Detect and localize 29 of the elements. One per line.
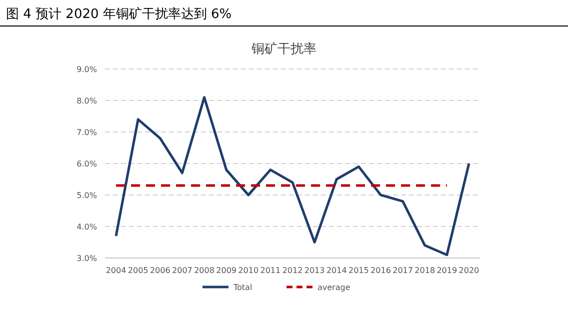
x-tick-label: 2017 [392,266,413,275]
y-tick-label: 8.0% [76,96,98,106]
x-tick-label: 2007 [172,266,192,275]
x-tick-label: 2013 [304,266,325,275]
y-tick-label: 9.0% [76,65,98,74]
y-tick-label: 5.0% [76,191,98,200]
x-tick-label: 2006 [150,266,170,275]
x-tick-label: 2004 [106,266,126,275]
x-tick-label: 2016 [370,266,391,275]
x-tick-label: 2014 [326,266,347,275]
x-tick-label: 2008 [194,266,214,275]
chart-title: 图 4 预计 2020 年铜矿干扰率达到 6% [6,6,232,22]
y-tick-label: 6.0% [76,160,98,168]
x-tick-label: 2012 [282,266,303,275]
x-tick-label: 2020 [458,266,480,275]
x-tick-label: 2010 [238,266,259,275]
chart-subtitle: 铜矿干扰率 [250,41,316,57]
x-tick-label: 2005 [128,266,148,275]
x-tick-label: 2019 [436,266,458,275]
x-tick-label: 2011 [260,266,281,275]
y-tick-label: 7.0% [76,128,98,137]
legend-label: average [318,283,350,292]
y-tick-label: 4.0% [76,222,98,232]
x-tick-label: 2015 [348,266,369,275]
x-tick-label: 2009 [216,266,237,275]
legend-label: Total [232,283,252,292]
x-tick-label: 2018 [414,266,436,275]
y-tick-label: 3.0% [76,254,98,263]
line-series [114,96,470,256]
